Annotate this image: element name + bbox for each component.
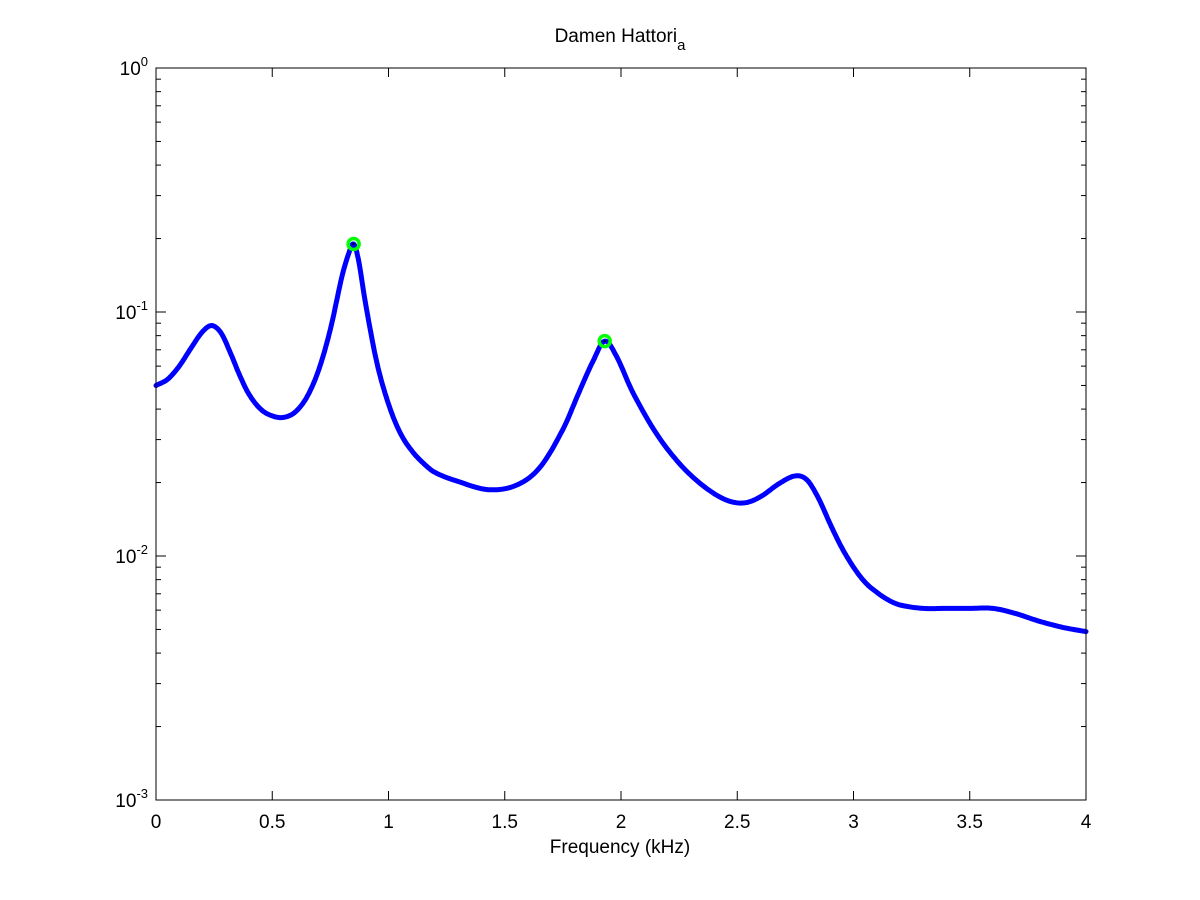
peak-marker-dot [352, 242, 355, 246]
series-line [153, 241, 1089, 635]
x-tick-labels: 0 0.5 1 1.5 2 2.5 3 3.5 4 [151, 812, 1092, 833]
tick-marks [155, 67, 1087, 801]
peak-marker [346, 236, 361, 252]
x-axis-label: Frequency (kHz) [550, 837, 690, 858]
chart-title-text: Damen Hattori [555, 26, 678, 47]
y-tick-label: 10-2 [115, 542, 148, 568]
x-tick-label: 3.5 [957, 812, 983, 833]
chart-title-subscript: a [677, 37, 686, 54]
y-tick-label-exponent: -2 [136, 542, 148, 557]
series-layer [153, 241, 1089, 635]
y-tick-label: 10-3 [115, 786, 148, 812]
y-tick-label: 10-1 [115, 298, 148, 324]
chart-title: Damen Hattoria [555, 26, 687, 54]
y-tick-label-exponent: -3 [136, 786, 148, 801]
y-tick-label-base: 10 [120, 59, 141, 80]
peak-marker [597, 333, 612, 349]
y-tick-label-base: 10 [115, 791, 136, 812]
y-tick-label-exponent: -1 [136, 298, 148, 313]
y-tick-label-base: 10 [115, 303, 136, 324]
x-tick-label: 1 [383, 812, 394, 833]
y-tick-label-base: 10 [115, 547, 136, 568]
peak-marker-dot [603, 339, 606, 343]
x-tick-label: 3 [848, 812, 859, 833]
x-tick-label: 2.5 [724, 812, 750, 833]
x-tick-label: 1.5 [492, 812, 518, 833]
y-tick-label: 100 [120, 54, 148, 80]
marker-layer [346, 236, 612, 349]
plot-frame [155, 67, 1087, 801]
x-tick-label: 2 [616, 812, 627, 833]
y-tick-label-exponent: 0 [141, 54, 148, 69]
x-tick-label: 0 [151, 812, 162, 833]
plot-area [156, 68, 1086, 800]
x-tick-label: 0.5 [259, 812, 285, 833]
x-tick-label: 4 [1081, 812, 1092, 833]
